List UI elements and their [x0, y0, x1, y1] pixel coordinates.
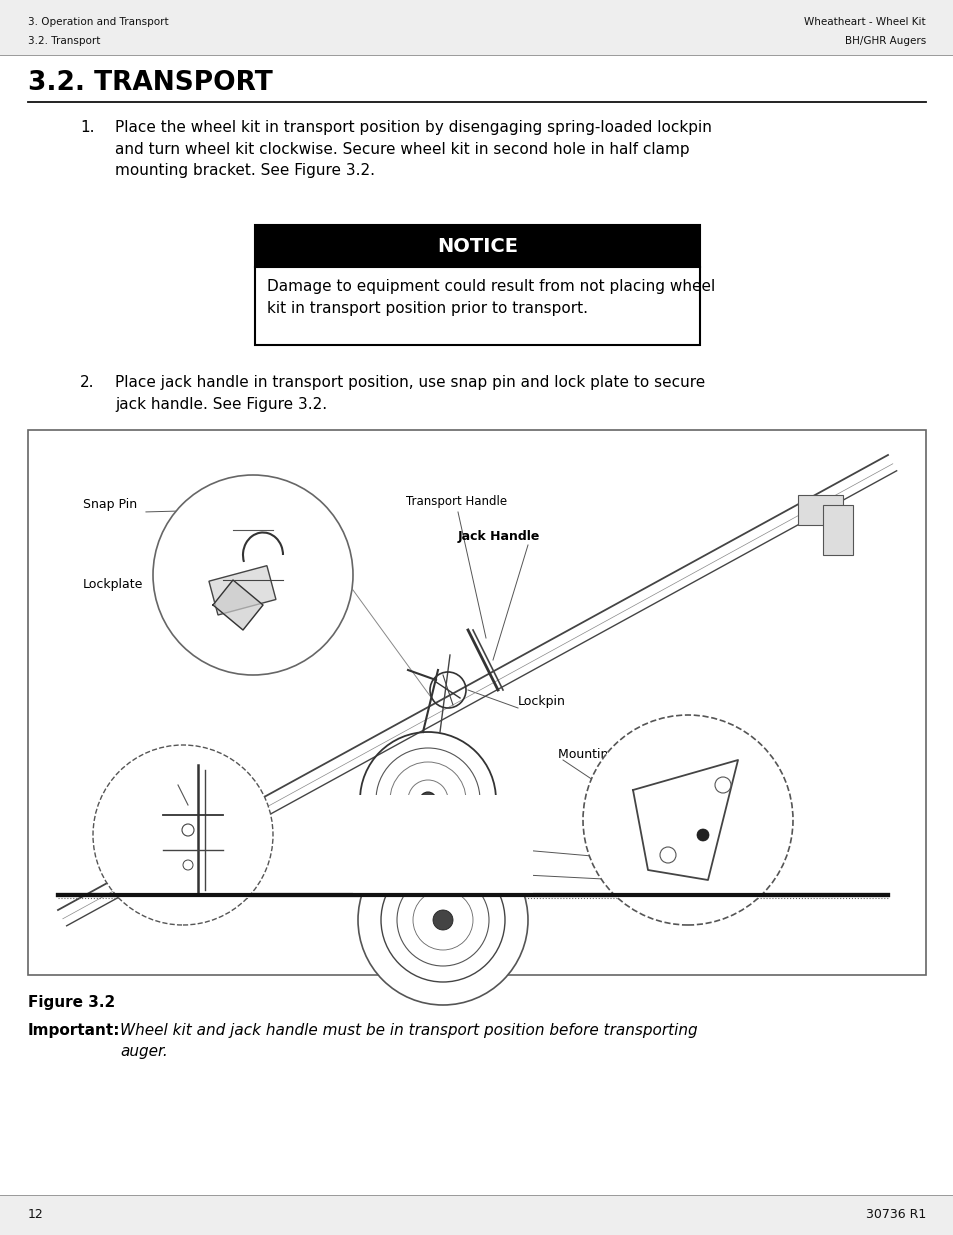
Text: Mounting Bracket: Mounting Bracket — [558, 748, 667, 761]
Circle shape — [152, 475, 353, 676]
Circle shape — [357, 835, 527, 1005]
Text: Place jack handle in transport position, use snap pin and lock plate to secure
j: Place jack handle in transport position,… — [115, 375, 704, 411]
Bar — [353, 795, 533, 895]
Bar — [254, 267, 700, 345]
Circle shape — [433, 910, 453, 930]
Text: Place the wheel kit in transport position by disengaging spring-loaded lockpin
a: Place the wheel kit in transport positio… — [115, 120, 711, 178]
Text: 3.2. Transport: 3.2. Transport — [28, 36, 100, 46]
Text: 30736 R1: 30736 R1 — [864, 1209, 925, 1221]
Text: 3.2. TRANSPORT: 3.2. TRANSPORT — [28, 70, 273, 96]
Bar — [797, 495, 842, 525]
Text: 3. Operation and Transport: 3. Operation and Transport — [28, 17, 169, 27]
Polygon shape — [213, 580, 263, 630]
Circle shape — [697, 829, 708, 841]
Text: 1.: 1. — [80, 120, 94, 135]
Text: 2.: 2. — [80, 375, 94, 390]
Text: BH/GHR Augers: BH/GHR Augers — [843, 36, 925, 46]
Bar — [254, 225, 700, 267]
Text: Lockpin: Lockpin — [517, 695, 565, 708]
Text: Figure 3.2: Figure 3.2 — [28, 995, 115, 1010]
Bar — [822, 505, 852, 555]
Bar — [28, 430, 925, 974]
Text: Lockplate: Lockplate — [83, 578, 143, 592]
Text: NOTICE: NOTICE — [436, 236, 517, 256]
Text: Lockpin: Lockpin — [473, 885, 520, 898]
Bar — [0, 0, 953, 56]
Text: Transport Handle: Transport Handle — [406, 495, 507, 508]
Text: Jack Handle: Jack Handle — [457, 530, 539, 543]
Circle shape — [92, 745, 273, 925]
Bar — [209, 566, 275, 615]
Text: Lockpin: Lockpin — [408, 827, 456, 841]
Circle shape — [419, 792, 436, 808]
Text: Snap Pin: Snap Pin — [83, 498, 137, 511]
Text: Wheatheart - Wheel Kit: Wheatheart - Wheel Kit — [803, 17, 925, 27]
Text: Damage to equipment could result from not placing wheel
kit in transport positio: Damage to equipment could result from no… — [267, 279, 715, 316]
Circle shape — [582, 715, 792, 925]
Text: Important:: Important: — [28, 1023, 120, 1037]
Text: Wheel kit and jack handle must be in transport position before transporting
auge: Wheel kit and jack handle must be in tra… — [120, 1023, 697, 1058]
Text: Second Hole: Second Hole — [357, 858, 436, 871]
Bar — [0, 1195, 953, 1235]
Text: 12: 12 — [28, 1209, 44, 1221]
